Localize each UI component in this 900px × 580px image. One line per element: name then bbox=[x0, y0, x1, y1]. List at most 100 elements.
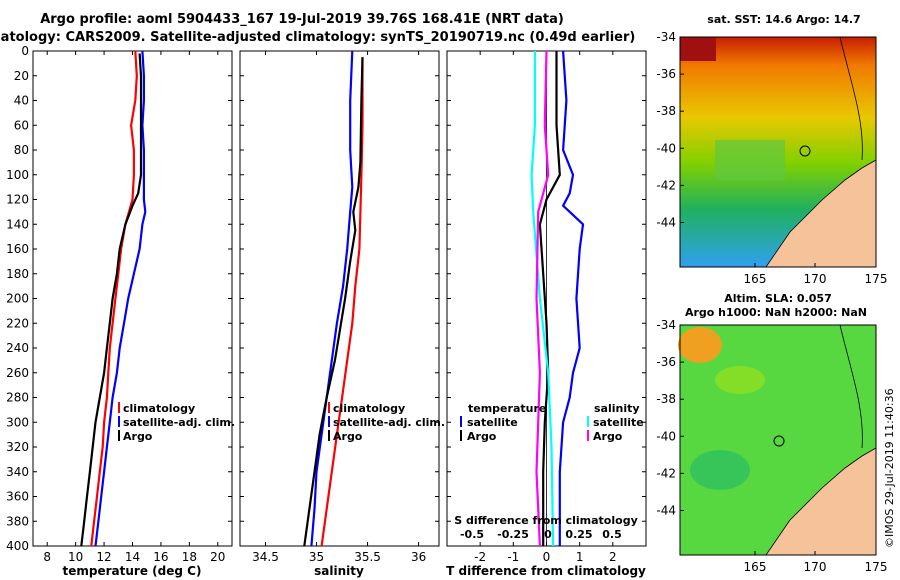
figure-title-line1: Argo profile: aoml 5904433_167 19-Jul-20… bbox=[40, 12, 564, 27]
series-line-temperature-satellite bbox=[558, 51, 585, 546]
legend-label-satellite: satellite-adj. clim. bbox=[123, 416, 235, 429]
depth-tick-label: 180 bbox=[6, 267, 29, 281]
legend-label-sal-argo: Argo bbox=[593, 430, 623, 443]
depth-tick-label: 320 bbox=[6, 440, 29, 454]
sst-warm-patch bbox=[680, 37, 716, 61]
difference-series bbox=[530, 51, 585, 546]
sla-high-anomaly bbox=[678, 327, 722, 363]
argo-location-marker bbox=[799, 145, 811, 157]
legend-label-argo: Argo bbox=[333, 430, 363, 443]
x-tick-label: 20 bbox=[210, 550, 225, 564]
s-difference-tick-label: -0.5 bbox=[460, 528, 484, 541]
sla-map-title-line2: Argo h1000: NaN h2000: NaN bbox=[685, 306, 867, 319]
depth-axis: 0 20 40 60 80 100 120 140 160 180 200 220 240 260 280 3… bbox=[6, 44, 29, 553]
bathymetry-contour bbox=[839, 324, 863, 449]
depth-tick-label: 80 bbox=[14, 143, 29, 157]
series-line-salinity-argo bbox=[535, 51, 550, 546]
x-tick-label: 35 bbox=[309, 550, 324, 564]
x-tick-label: 16 bbox=[153, 550, 168, 564]
x-tick-label: 36 bbox=[411, 550, 426, 564]
depth-tick-label: 280 bbox=[6, 391, 29, 405]
depth-tick-label: 0 bbox=[21, 44, 29, 58]
series-line-satellite-adj-clim- bbox=[94, 51, 147, 546]
depth-tick-label: 60 bbox=[14, 118, 29, 132]
x-tick-label: 2 bbox=[609, 550, 617, 564]
sla-anomaly-patch bbox=[715, 366, 765, 394]
legend-label-climatology: climatology bbox=[123, 402, 195, 415]
depth-tick-label: 120 bbox=[6, 193, 29, 207]
map-lat-label: -40 bbox=[656, 141, 676, 155]
x-tick-label: 35.5 bbox=[354, 550, 381, 564]
series-line-climatology bbox=[90, 51, 138, 546]
sst-map-title: sat. SST: 14.6 Argo: 14.7 bbox=[707, 13, 860, 26]
depth-tick-label: 100 bbox=[6, 168, 29, 182]
s-difference-axis-label: S difference from climatology bbox=[454, 514, 638, 527]
map-lat-label: -42 bbox=[656, 178, 676, 192]
map-lon-label: 175 bbox=[865, 560, 888, 574]
temperature-axes: 8 10 12 14 16 18 20 bbox=[33, 50, 232, 564]
map-lat-label: -44 bbox=[656, 215, 676, 229]
legend-title-salinity: salinity bbox=[594, 402, 640, 415]
x-tick-label: 10 bbox=[68, 550, 83, 564]
sla-anomaly-patch bbox=[690, 450, 750, 490]
map-lat-label: -42 bbox=[656, 466, 676, 480]
difference-xlabel: T difference from climatology bbox=[446, 564, 646, 578]
s-difference-tick-label: 0 bbox=[544, 528, 552, 541]
legend-label-satellite: satellite-adj. clim. bbox=[333, 416, 445, 429]
salinity-xlabel: salinity bbox=[314, 564, 364, 578]
legend-label-temp-argo: Argo bbox=[467, 430, 497, 443]
x-tick-label: 12 bbox=[96, 550, 111, 564]
map-lat-label: -34 bbox=[656, 318, 676, 332]
depth-tick-label: 360 bbox=[6, 490, 29, 504]
temperature-legend: climatology satellite-adj. clim. Argo bbox=[118, 402, 235, 443]
sla-map-frame bbox=[679, 324, 877, 556]
depth-tick-label: 400 bbox=[6, 539, 29, 553]
x-tick-label: 0 bbox=[543, 550, 551, 564]
series-line-argo bbox=[303, 57, 364, 546]
map-lon-label: 170 bbox=[804, 560, 827, 574]
map-lat-label: -36 bbox=[656, 355, 676, 369]
depth-tick-label: 300 bbox=[6, 415, 29, 429]
x-tick-label: 18 bbox=[182, 550, 197, 564]
map-lon-label: 170 bbox=[804, 272, 827, 286]
difference-axes: -2 -1 0 1 2 bbox=[447, 50, 646, 564]
map-lon-label: 165 bbox=[744, 560, 767, 574]
x-tick-label: 34.5 bbox=[252, 550, 279, 564]
depth-tick-label: 340 bbox=[6, 465, 29, 479]
sst-mid-patch bbox=[715, 140, 785, 180]
legend-label-temp-satellite: satellite bbox=[467, 416, 518, 429]
x-tick-label: -2 bbox=[474, 550, 486, 564]
temperature-panel-frame bbox=[32, 50, 233, 547]
s-difference-ticks: -0.5 -0.25 0 0.25 0.5 bbox=[460, 528, 622, 541]
x-tick-label: -1 bbox=[507, 550, 519, 564]
s-difference-tick-label: -0.25 bbox=[497, 528, 529, 541]
salinity-legend: climatology satellite-adj. clim. Argo bbox=[328, 402, 445, 443]
depth-tick-label: 260 bbox=[6, 366, 29, 380]
s-difference-tick-label: 0.5 bbox=[602, 528, 622, 541]
imos-credit: ©IMOS 29-Jul-2019 11:40:36 bbox=[883, 388, 896, 548]
sla-map-title-line1: Altim. SLA: 0.057 bbox=[724, 292, 831, 305]
map-lat-label: -40 bbox=[656, 429, 676, 443]
legend-label-sal-satellite: satellite bbox=[593, 416, 644, 429]
depth-tick-label: 40 bbox=[14, 94, 29, 108]
sst-map-ticks: -34 -36 -38 -40 -42 -44 165 170 175 bbox=[656, 30, 887, 286]
difference-legend: temperature satellite Argo salinity sate… bbox=[454, 402, 643, 541]
sla-map-ticks: -34 -36 -38 -40 -42 -44 165 170 175 bbox=[656, 318, 887, 574]
x-tick-label: 1 bbox=[576, 550, 584, 564]
depth-tick-label: 240 bbox=[6, 341, 29, 355]
depth-tick-label: 380 bbox=[6, 514, 29, 528]
x-tick-label: 14 bbox=[125, 550, 140, 564]
sla-map: -34 -36 -38 -40 -42 -44 165 170 175 bbox=[656, 318, 887, 574]
salinity-axes: 34.5 35 35.5 36 bbox=[240, 50, 439, 564]
depth-tick-label: 20 bbox=[14, 69, 29, 83]
temperature-series bbox=[80, 51, 147, 546]
legend-title-temperature: temperature bbox=[468, 402, 546, 415]
depth-tick-label: 220 bbox=[6, 316, 29, 330]
s-difference-tick-label: 0.25 bbox=[565, 528, 592, 541]
map-lon-label: 175 bbox=[865, 272, 888, 286]
map-lat-label: -38 bbox=[656, 392, 676, 406]
series-line-satellite-adj-clim- bbox=[310, 51, 354, 546]
temperature-xlabel: temperature (deg C) bbox=[63, 564, 202, 578]
series-line-temperature-argo bbox=[538, 51, 561, 546]
salinity-panel-frame bbox=[239, 50, 440, 547]
